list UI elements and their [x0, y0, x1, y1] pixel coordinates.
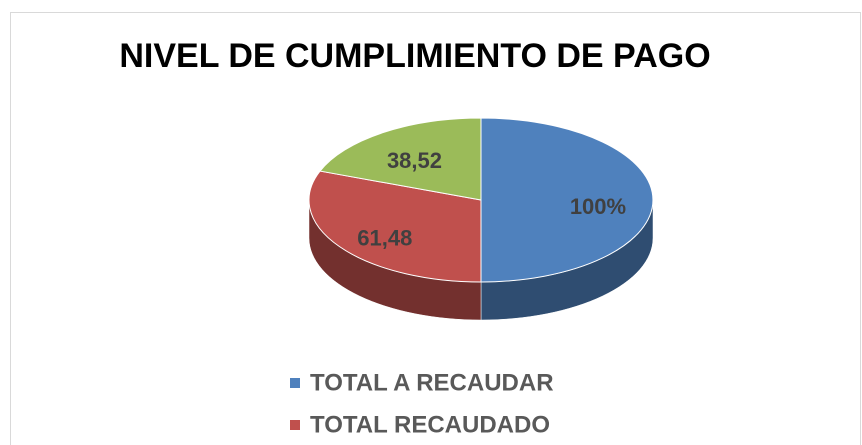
- legend-label: TOTAL A RECAUDAR: [310, 369, 554, 396]
- slice: [308, 170, 482, 283]
- slice: [319, 117, 482, 201]
- data-label: 61,48: [357, 226, 412, 251]
- slice: [480, 117, 654, 283]
- legend-label: TOTAL RECAUDADO: [310, 411, 550, 438]
- legend-swatch: [290, 378, 300, 388]
- data-label: 38,52: [387, 148, 442, 173]
- chart-title: NIVEL DE CUMPLIMIENTO DE PAGO: [119, 37, 710, 75]
- data-label: 100%: [570, 194, 626, 219]
- legend-swatch: [290, 420, 300, 430]
